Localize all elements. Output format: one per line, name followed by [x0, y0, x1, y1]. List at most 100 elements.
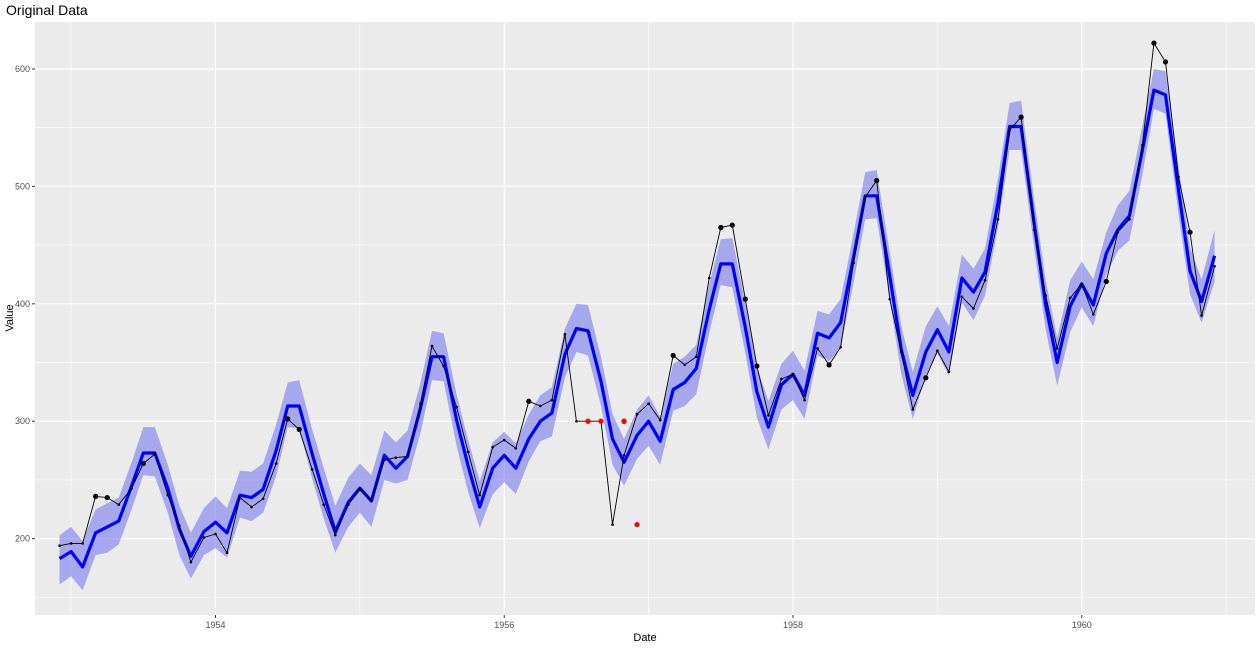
anomaly-point: [585, 418, 591, 424]
observed-point: [58, 544, 61, 548]
observed-highlight-point: [1018, 114, 1024, 120]
fit-layer: [58, 88, 1217, 569]
observed-point: [225, 551, 229, 555]
observed-point: [214, 532, 217, 536]
observed-point: [466, 450, 470, 454]
observed-point: [69, 542, 73, 545]
x-tick-label: 1956: [494, 620, 514, 630]
observed-highlight-point: [1151, 40, 1157, 46]
observed-highlight-point: [1103, 278, 1109, 285]
observed-highlight-point: [826, 362, 832, 368]
observed-point: [658, 418, 662, 422]
observed-point: [250, 505, 253, 509]
observed-point: [1008, 128, 1011, 132]
observed-point: [1128, 217, 1131, 221]
observed-point: [611, 523, 614, 526]
observed-point: [707, 276, 711, 280]
observed-point: [622, 454, 626, 457]
observed-point: [1091, 313, 1095, 316]
observed-point: [478, 493, 481, 497]
observed-point: [635, 412, 639, 416]
observed-point: [117, 503, 121, 506]
anomaly-point: [621, 418, 627, 424]
observed-point: [888, 297, 892, 301]
y-axis-ticks: 200 300 400 500 600: [15, 64, 35, 544]
observed-point: [310, 468, 314, 471]
observed-point: [347, 503, 350, 506]
observed-highlight-point: [670, 352, 676, 359]
x-tick-label: 1954: [205, 620, 225, 630]
observed-point: [911, 408, 915, 411]
observed-point: [960, 295, 964, 299]
anomaly-point: [598, 418, 604, 424]
x-tick-label: 1960: [1072, 620, 1092, 630]
observed-point: [1116, 230, 1120, 234]
observed-point: [791, 372, 795, 376]
observed-point: [1044, 294, 1047, 297]
observed-point: [358, 488, 362, 491]
observed-point: [767, 414, 770, 417]
observed-point: [863, 195, 867, 199]
observed-point: [1141, 143, 1144, 147]
observed-point: [1200, 314, 1203, 317]
band-layer: [59, 69, 1215, 591]
observed-point: [1080, 282, 1084, 286]
observed-point: [539, 404, 542, 408]
observed-point: [334, 533, 337, 537]
observed-point: [563, 333, 567, 336]
observed-point: [274, 462, 278, 465]
observed-point: [430, 344, 434, 348]
observed-point: [816, 347, 819, 350]
observed-point: [1213, 264, 1216, 268]
observed-point: [996, 217, 1000, 221]
observed-highlight-point: [296, 426, 302, 433]
y-tick-label: 600: [15, 64, 30, 74]
observed-highlight-point: [285, 416, 291, 422]
observed-point: [780, 377, 783, 381]
observed-point: [683, 363, 687, 367]
observed-point: [947, 370, 951, 374]
observed-point: [370, 498, 373, 502]
observed-point: [550, 398, 554, 402]
observed-highlight-point: [1162, 59, 1169, 65]
observed-highlight-point: [93, 493, 99, 499]
observed-highlight-point: [874, 177, 880, 184]
observed-point: [130, 486, 134, 490]
chart-title: Original Data: [6, 2, 88, 18]
observed-point: [1055, 347, 1059, 350]
anomaly-point: [634, 521, 640, 528]
observed-highlight-point: [754, 363, 760, 369]
observed-highlight-point: [729, 222, 735, 228]
observed-point: [972, 307, 975, 310]
observed-point: [442, 364, 445, 368]
observed-point: [514, 446, 518, 450]
y-axis-label: Value: [4, 304, 16, 331]
x-tick-label: 1958: [783, 620, 803, 630]
observed-highlight-point: [742, 296, 748, 302]
observed-point: [1032, 228, 1036, 232]
y-tick-label: 500: [15, 181, 30, 191]
x-axis-ticks: 1954 1956 1958 1960: [205, 615, 1092, 630]
observed-point: [502, 438, 506, 442]
observed-point: [1068, 296, 1072, 300]
observed-highlight-point: [104, 494, 110, 501]
y-tick-label: 300: [15, 416, 30, 426]
grid-major: [35, 22, 1255, 615]
grid-minor: [35, 22, 1255, 615]
observed-point: [852, 261, 855, 265]
observed-point: [189, 560, 193, 564]
observed-point: [1177, 175, 1180, 179]
observed-highlight-point: [923, 375, 929, 381]
observed-point: [322, 503, 326, 506]
observed-highlight-point: [140, 460, 146, 467]
observed-point: [694, 355, 698, 358]
observed-point: [491, 445, 494, 449]
observed-point: [202, 536, 206, 539]
observed-highlight-point: [718, 224, 724, 231]
observed-point: [153, 452, 157, 456]
points-layer: [58, 40, 1216, 564]
observed-point: [406, 455, 409, 458]
observed-point: [394, 456, 398, 459]
observed-point: [261, 497, 265, 501]
